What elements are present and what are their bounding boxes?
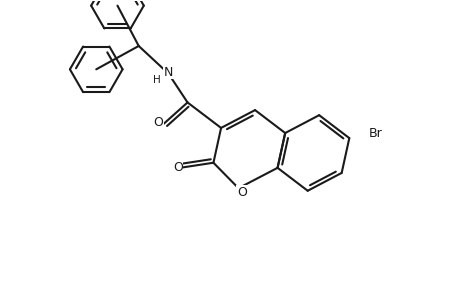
Text: O: O — [236, 186, 246, 199]
Text: N: N — [163, 66, 173, 79]
Text: O: O — [153, 116, 163, 129]
Text: Br: Br — [368, 128, 381, 140]
Text: H: H — [152, 75, 160, 85]
Text: O: O — [173, 161, 182, 174]
